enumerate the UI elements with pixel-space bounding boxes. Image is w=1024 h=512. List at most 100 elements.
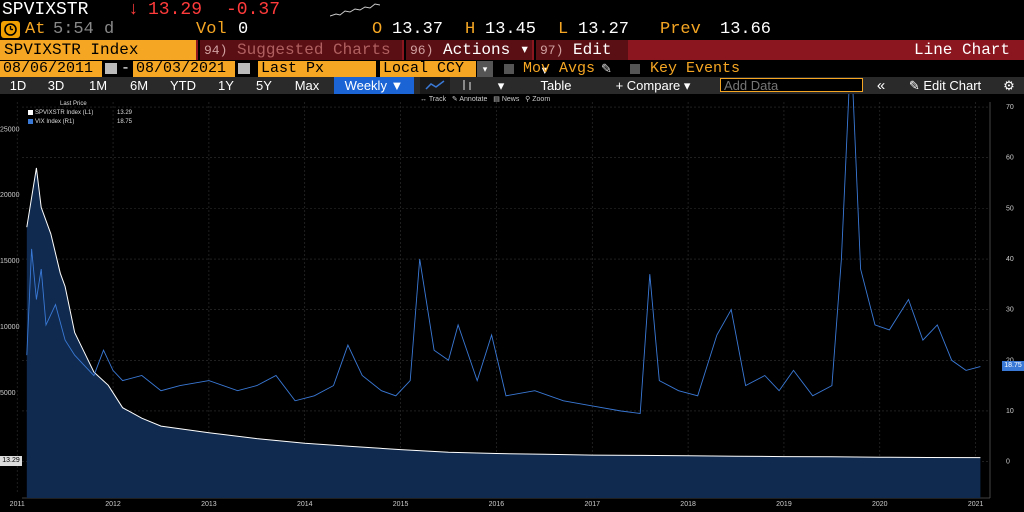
security-name[interactable]: SPVIXSTR Index [0,40,196,60]
prev-value: 13.66 [720,20,772,39]
low-value: 13.27 [578,20,630,39]
x-axis-tick-label: 2019 [776,501,792,508]
field-selector[interactable]: Last Px [258,61,376,77]
news-tool[interactable]: News [501,96,520,103]
news-icon[interactable]: ▤ [493,96,500,103]
currency-dropdown-icon[interactable]: ▾ [477,61,493,77]
bar-chart-icon[interactable] [452,77,482,94]
annotate-icon[interactable]: ✎ [451,96,458,103]
zoom-icon[interactable]: ⚲ [525,96,531,103]
x-axis-tick-label: 2012 [105,501,121,508]
left-axis-tick-label: 25000 [0,126,20,133]
legend-title: Last Price [60,101,87,107]
left-axis-tick-label: 15000 [0,258,20,265]
x-axis-tick-label: 2020 [872,501,888,508]
legend-item-spvixstr: SPVIXSTR Index (L1) 13.29 [28,109,132,117]
track-tool[interactable]: Track [428,96,447,103]
range-ytd-button[interactable]: YTD [170,78,196,93]
legend-item-vix: VIX Index (R1) 18.75 [28,118,132,126]
calendar-icon[interactable] [105,63,117,74]
x-axis-tick-label: 2021 [968,501,984,508]
suggested-number: 94) [204,43,228,58]
net-change: -0.37 [226,0,281,20]
spvixstr-line [26,167,981,459]
clock-icon [1,21,20,38]
range-1y-button[interactable]: 1Y [218,78,234,93]
chart-settings: 08/06/2011 - 08/03/2021 Last Px Local CC… [0,60,1024,78]
x-axis-tick-label: 2013 [201,501,217,508]
calendar-icon[interactable] [238,63,250,74]
track-icon[interactable]: ↔ [420,96,427,103]
line-chart-icon[interactable] [420,77,450,94]
right-axis-tick-label: 50 [1006,205,1014,212]
range-5y-button[interactable]: 5Y [256,78,272,93]
right-axis-tick-label: 70 [1006,104,1014,111]
low-label: L [558,20,569,39]
left-axis-tick-label: 5000 [0,390,16,397]
volume-value: 0 [238,20,249,39]
chart-style-dropdown-icon[interactable]: ▾ [497,78,505,93]
chart-toolbar: 1D 3D 1M 6M YTD 1Y 5Y Max Weekly ▼ ▾ Tab… [0,77,1024,94]
currency-selector[interactable]: Local CCY [380,61,476,77]
high-label: H [465,20,476,39]
end-date-field[interactable]: 08/03/2021 [133,61,235,77]
menu-bar: SPVIXSTR Index 94) Suggested Charts 96) … [0,40,1024,80]
x-axis-tick-label: 2018 [680,501,696,508]
legend-value: 18.75 [116,119,132,125]
legend-swatch [28,109,33,115]
x-axis-tick-label: 2015 [393,501,409,508]
actions-label: Actions ▾ [443,41,530,59]
spvixstr-area [26,167,981,498]
right-axis-tick-label: 0 [1006,459,1010,466]
right-axis-tick-label: 60 [1006,155,1014,162]
left-axis-tick-label: 20000 [0,192,20,199]
edit-number: 97) [540,43,564,58]
line-chart[interactable]: 70 60 50 40 30 20 10 0 25000 20000 15000 10000 5000 2… [0,94,1024,512]
zoom-tool[interactable]: Zoom [532,96,551,103]
frequency-dropdown[interactable]: Weekly ▼ [334,77,414,94]
actions-number: 96) [410,43,434,58]
table-button[interactable]: Table [540,78,572,93]
x-axis-tick-label: 2016 [489,501,505,508]
edit-menu[interactable]: 97) Edit ▾ [534,40,628,80]
suggested-charts-menu[interactable]: 94) Suggested Charts [198,40,402,60]
edit-chart-button[interactable]: ✎ Edit Chart [908,78,982,93]
key-events-label[interactable]: Key Events [650,60,741,77]
vix-line [26,94,981,415]
range-6m-button[interactable]: 6M [129,78,149,93]
quote-header: SPVIXSTR ↓ 13.29 -0.37 [0,0,1024,20]
add-data-input[interactable] [720,78,863,92]
mov-avgs-checkbox[interactable] [504,64,514,74]
key-events-checkbox[interactable] [630,64,640,74]
legend-swatch [28,118,33,124]
start-date-field[interactable]: 08/06/2011 [0,61,102,77]
range-1m-button[interactable]: 1M [88,78,108,93]
actions-menu[interactable]: 96) Actions ▾ [404,40,532,60]
x-axis-tick-label: 2017 [584,501,600,508]
range-3d-button[interactable]: 3D [47,78,65,93]
x-axis-tick-label: 2014 [297,501,313,508]
prev-label: Prev [660,20,701,39]
last-price-tag-left: 13.29 [0,456,22,466]
range-1d-button[interactable]: 1D [9,78,27,93]
collapse-icon[interactable]: « [876,77,886,94]
date-separator: - [121,60,131,77]
ticker-symbol: SPVIXSTR [2,0,89,20]
volume-label: Vol [196,20,227,39]
edit-label: Edit ▾ [540,41,612,80]
open-value: 13.37 [392,20,444,39]
right-axis-tick-label: 30 [1006,307,1014,314]
mov-avgs-label[interactable]: Mov Avgs [523,60,596,77]
legend-label: SPVIXSTR Index (L1) [35,110,94,116]
gear-icon[interactable]: ⚙ [1003,78,1015,93]
chart-tools: ↔ Track ✎ Annotate ▤ News ⚲ Zoom [420,95,550,105]
x-axis-tick-label: 2011 [10,501,25,508]
pencil-icon[interactable]: ✎ [601,61,612,76]
compare-button[interactable]: + Compare ▾ [615,78,691,93]
annotate-tool[interactable]: Annotate [459,96,488,103]
at-label: At [25,20,46,39]
right-axis-tick-label: 20 [1006,357,1014,364]
range-max-button[interactable]: Max [294,78,320,93]
open-label: O [372,20,383,39]
high-value: 13.45 [485,20,537,39]
